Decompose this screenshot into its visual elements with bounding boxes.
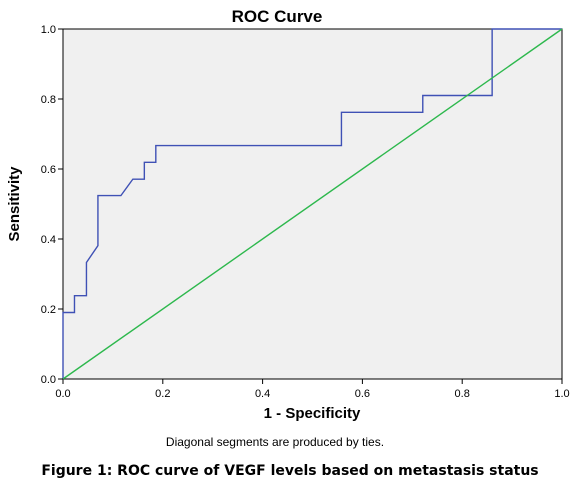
x-tick-label: 0.4 [255,388,270,400]
y-axis-title: Sensitivity [6,166,23,242]
y-tick-label: 0.0 [41,374,56,386]
x-tick-label: 0.0 [55,388,70,400]
plot-area [62,28,563,380]
x-tick-label: 0.8 [455,388,470,400]
x-tick-label: 0.2 [155,388,170,400]
y-tick-label: 0.2 [41,304,56,316]
x-tick-label: 1.0 [554,388,569,400]
series-layer [62,28,563,380]
x-axis-title: 1 - Specificity [264,405,361,422]
y-tick-label: 0.6 [41,164,56,176]
x-axis: 0.0 0.2 0.4 0.6 0.8 1.0 [55,379,570,400]
y-tick-label: 0.8 [41,94,56,106]
y-axis: 0.0 0.2 0.4 0.6 0.8 1.0 [41,24,63,386]
roc-curve-line [62,28,562,379]
y-tick-label: 1.0 [41,24,56,36]
x-tick-label: 0.6 [355,388,370,400]
y-tick-label: 0.4 [41,234,56,246]
figure-caption: Figure 1: ROC curve of VEGF levels based… [41,463,538,479]
reference-diagonal-line [62,28,563,380]
chart-title: ROC Curve [232,7,323,26]
chart-footnote: Diagonal segments are produced by ties. [166,435,384,449]
